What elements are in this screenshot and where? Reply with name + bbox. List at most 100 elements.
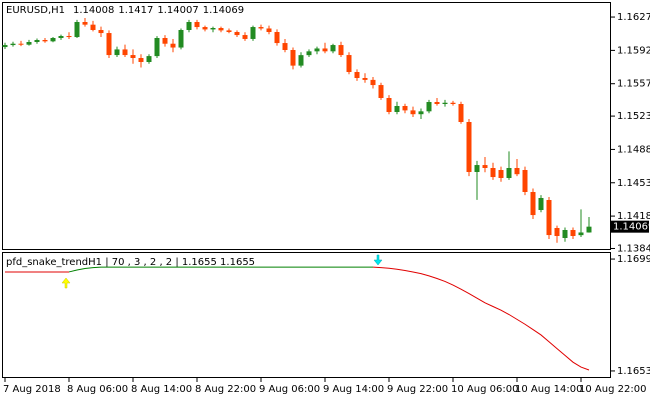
candle-body [346,55,352,72]
buy-arrow [61,277,71,289]
candle-body [170,43,176,48]
price-box [611,220,649,233]
candle-body [522,170,528,192]
candle-body [106,33,112,56]
candle-body [242,35,248,39]
y-tick-label: 1.14180 [617,211,650,222]
candle-body [506,168,512,178]
header-ohlc: 1.1417 [118,5,153,16]
candle-body [578,232,584,236]
current-price: 1.14069 [613,222,650,233]
candle-body [202,27,208,30]
candle-body [554,228,560,236]
candle-body [226,30,232,32]
y-tick-label: 1.16270 [617,12,650,23]
x-tick-label: 10 Aug 06:00 [451,384,518,395]
y-tick-label: 1.13840 [617,243,650,254]
indicator-line [5,266,590,371]
candle-body [362,78,368,80]
candle-body [42,40,48,42]
candle-body [194,22,200,28]
candle-body [298,55,304,66]
candle-body [234,32,240,36]
sell-arrow [373,254,383,266]
y-tick-label: 1.14880 [617,144,650,155]
x-tick-label: 7 Aug 2018 [3,384,61,395]
candle-body [586,226,592,233]
candle-body [562,230,568,238]
candle-body [378,85,384,98]
candle-body [138,58,144,62]
candle-body [426,102,432,112]
candle-body [482,165,488,168]
candle-body [50,38,56,42]
candle-body [442,102,448,104]
x-tick-label: 9 Aug 22:00 [387,384,448,395]
candle-body [10,43,16,46]
main-panel [2,2,611,250]
candle-body [210,28,216,30]
header-ohlc: 1.14069 [203,5,244,16]
candle-body [394,106,400,112]
candle-body [474,165,480,172]
candle-body [490,168,496,178]
candle-body [290,50,296,66]
candle-body [162,38,168,44]
candle-body [2,45,8,48]
candle-body [546,200,552,236]
candle-body [90,24,96,30]
candle-body [338,45,344,56]
candle-body [458,104,464,122]
candle-body [282,43,288,50]
candle-body [386,98,392,112]
candle-body [314,48,320,52]
y-tick-label: 1.1653 [617,366,650,377]
symbol-title: EURUSD,H1 [6,5,65,16]
candle-body [74,22,80,38]
candle-body [354,72,360,78]
candle-body [18,43,24,45]
y-tick-label: 1.15570 [617,79,650,90]
candle-body [122,49,128,56]
candle-body [146,56,152,62]
candle-body [266,28,272,32]
candle-body [330,45,336,52]
candle-body [82,22,88,25]
candle-body [98,30,104,34]
x-tick-label: 9 Aug 06:00 [259,384,320,395]
x-tick-label: 8 Aug 22:00 [195,384,256,395]
candle-body [130,55,136,58]
header-ohlc: 1.14007 [157,5,198,16]
candle-body [402,106,408,111]
candle-body [410,110,416,115]
candle-body [370,79,376,86]
x-tick-label: 8 Aug 06:00 [67,384,128,395]
indicator-line [68,266,373,273]
x-tick-label: 10 Aug 14:00 [515,384,582,395]
y-tick-label: 1.15920 [617,45,650,56]
candle-body [178,30,184,48]
candle-body [306,51,312,56]
header-ohlc: 1.14008 [73,5,114,16]
candle-body [274,32,280,44]
y-tick-label: 1.1699 [617,254,650,265]
indicator-panel [2,252,611,378]
candle-body [450,102,456,104]
candle-body [66,36,72,38]
candle-body [258,27,264,29]
candle-body [322,48,328,52]
header: EURUSD,H1 1.14008 1.1417 1.14007 1.14069 [6,5,244,16]
y-tick-label: 1.15230 [617,111,650,122]
candle-body [154,38,160,57]
candle-body [530,192,536,216]
candle-body [58,36,64,38]
candle-body [434,102,440,104]
candle-body [466,122,472,172]
candle-body [114,49,120,56]
candle-body [498,170,504,178]
candle-body [186,22,192,30]
candle-body [34,40,40,42]
indicator-label: pfd_snake_trendH1 | 70 , 3 , 2 , 2 | 1.1… [6,257,255,268]
